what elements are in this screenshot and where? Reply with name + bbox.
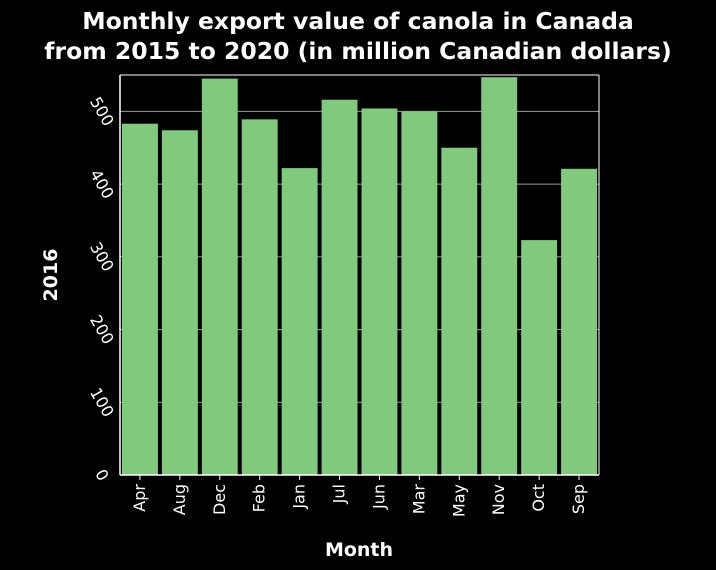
x-tick-label: Jan (290, 484, 309, 510)
axes (119, 74, 600, 476)
x-tick-label: Feb (250, 484, 269, 512)
x-axis-title: Month (325, 539, 393, 561)
y-tick-label: 400 (86, 166, 118, 202)
x-tick-labels: Apr Aug Dec Feb Jan Jul Jun Mar May Nov Oct Sep (130, 475, 588, 517)
y-tick-label: 200 (86, 312, 118, 348)
x-tick-label: Aug (170, 484, 189, 515)
y-tick-labels: 0 100 200 300 400 500 (86, 93, 118, 484)
y-tick-label: 500 (86, 93, 118, 129)
x-tick-label: Apr (130, 484, 149, 512)
chart-title-line-2: from 2015 to 2020 (in million Canadian d… (44, 37, 672, 65)
bar-jun (361, 108, 398, 476)
bar-mar (401, 111, 438, 475)
grid-lines (120, 110, 599, 403)
bar-oct (521, 240, 558, 475)
y-tick-label: 0 (91, 466, 113, 484)
bar-sep (561, 168, 598, 475)
x-tick-label: Sep (569, 484, 588, 514)
bar-feb (241, 119, 278, 475)
y-tick-label: 300 (86, 239, 118, 275)
bar-jul (321, 99, 358, 476)
bars (121, 77, 598, 476)
x-tick-label: Mar (409, 484, 428, 515)
bar-dec (201, 78, 238, 476)
bar-may (441, 147, 478, 475)
x-tick-label: Oct (529, 484, 548, 512)
bar-nov (481, 77, 518, 475)
x-tick-label: Dec (210, 484, 229, 515)
bar-aug (161, 130, 198, 476)
x-tick-label: May (449, 484, 468, 517)
y-axis-title: 2016 (40, 249, 62, 302)
y-tick-label: 100 (86, 384, 118, 420)
x-tick-label: Nov (489, 484, 508, 515)
bar-apr (121, 123, 158, 476)
x-tick-label: Jul (330, 484, 349, 504)
chart-title: Monthly export value of canola in Canada… (0, 6, 716, 66)
x-tick-label: Jun (369, 484, 388, 510)
bar-jan (281, 168, 318, 475)
chart-title-line-1: Monthly export value of canola in Canada (82, 7, 634, 35)
